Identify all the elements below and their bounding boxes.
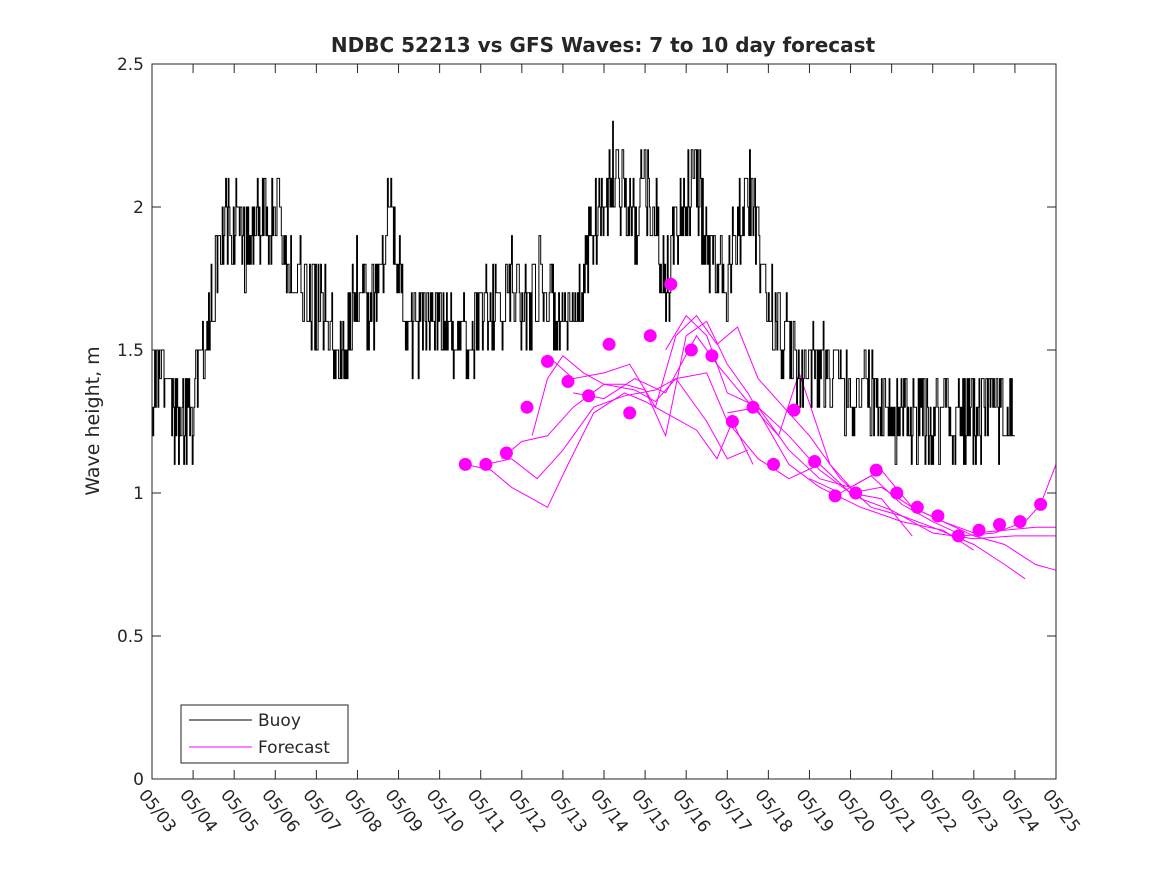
legend-box [180,704,349,764]
forecast-line [809,464,1057,537]
forecast-point [890,486,904,500]
forecast-point [951,529,965,543]
forecast-point [664,277,678,291]
legend-label-forecast: Forecast [258,738,330,758]
forecast-point [910,500,924,514]
forecast-point [869,463,883,477]
forecast-point [684,343,698,357]
forecast-point [499,446,513,460]
forecast-point [1034,497,1048,511]
y-tick-label: 2 [133,198,144,218]
forecast-point [479,457,493,471]
forecast-point [561,375,575,388]
forecast-point [705,349,719,363]
forecast-point [520,400,534,414]
forecast-line [547,314,1026,580]
forecast-point [931,509,945,523]
chart-title: NDBC 52213 vs GFS Waves: 7 to 10 day for… [331,33,876,57]
forecast-point [787,403,801,417]
forecast-point [849,486,863,500]
forecast-line [531,320,975,551]
forecast-point [582,389,596,403]
y-axis-label: Wave height, m [82,346,104,495]
y-tick-label: 1.5 [117,341,144,361]
series-layer [152,120,1057,580]
y-tick-label: 0.5 [117,627,144,647]
forecast-line [485,377,748,480]
forecast-point [541,354,554,368]
y-tick-label: 1 [133,484,144,504]
forecast-point [623,406,637,420]
forecast-point [602,337,616,351]
forecast-line [500,372,913,537]
y-tick-label: 0 [133,770,144,790]
forecast-point [746,400,760,414]
forecast-point [725,415,739,428]
legend: Buoy Forecast [180,704,349,764]
buoy-line [152,120,1015,465]
forecast-point [767,457,780,471]
forecast-point [993,518,1006,531]
forecast-point [1013,515,1027,529]
forecast-point [458,457,472,471]
y-tick-label: 2.5 [117,55,144,75]
forecast-point [643,329,657,343]
forecast-point [808,455,822,468]
plot-area [152,64,1056,779]
legend-label-buoy: Buoy [258,711,301,731]
forecast-point [828,489,842,503]
forecast-point [972,523,986,537]
forecast-line [465,392,754,508]
